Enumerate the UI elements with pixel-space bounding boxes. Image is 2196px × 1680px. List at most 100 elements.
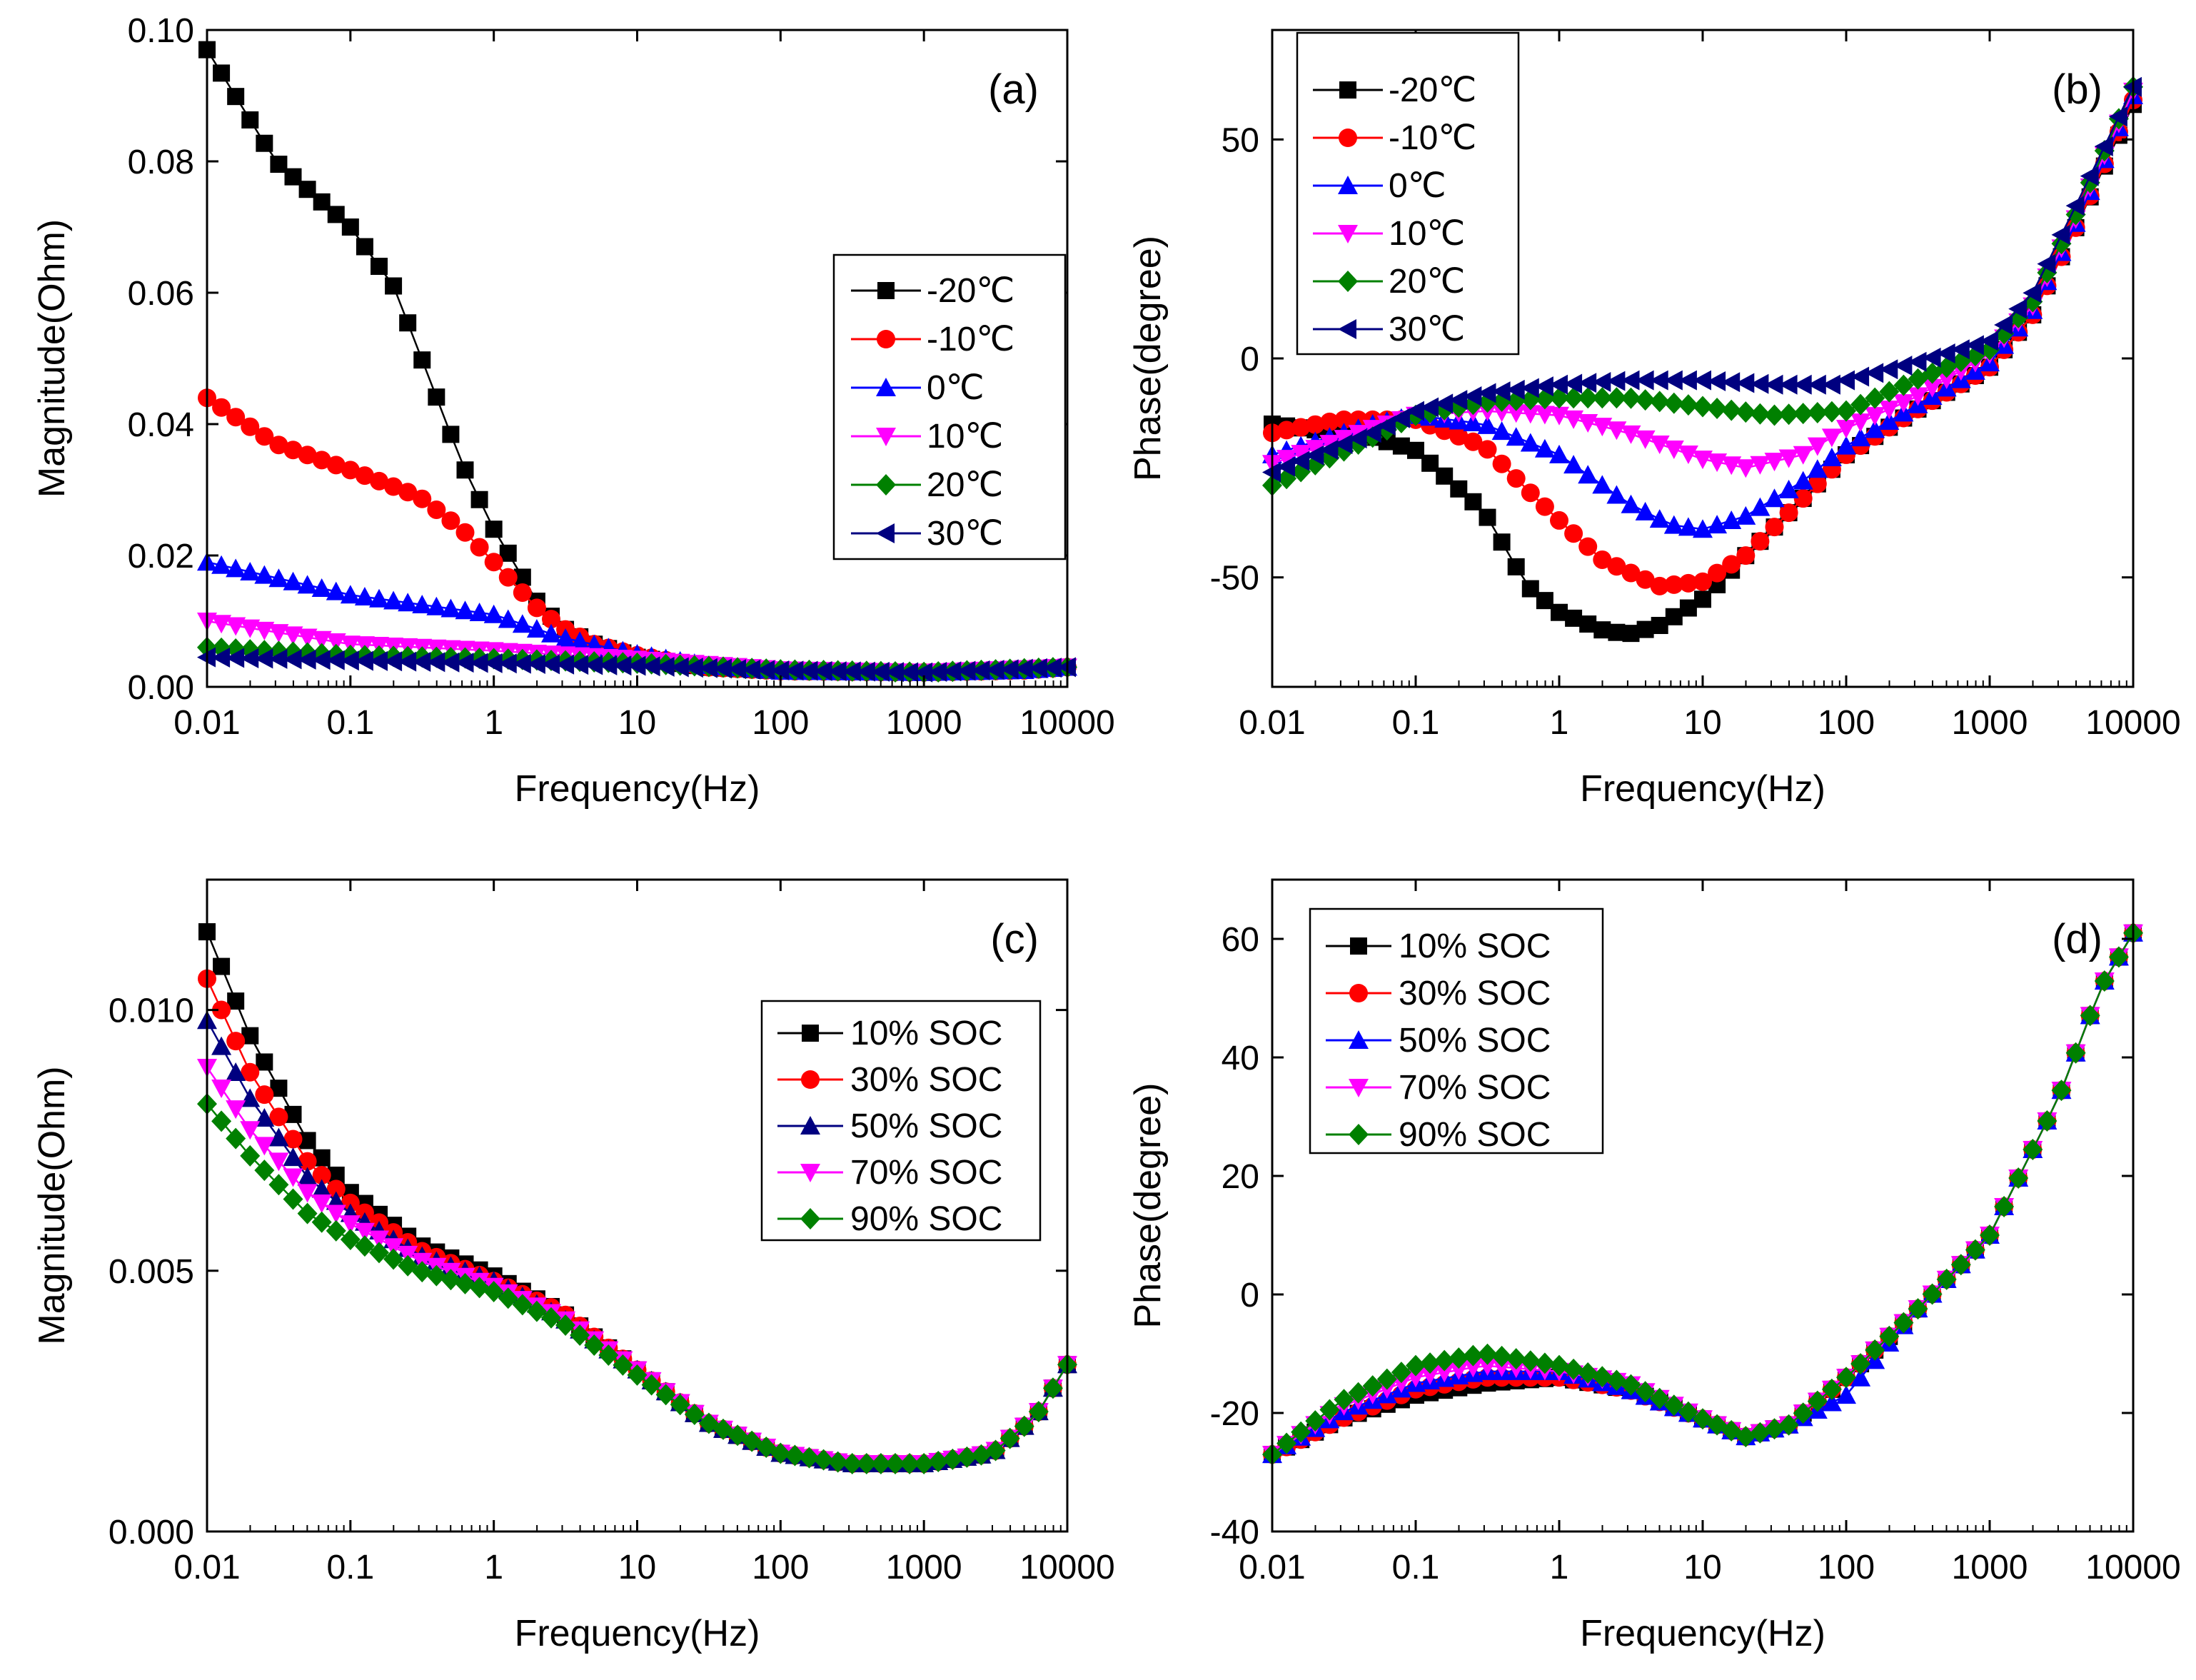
data-point — [385, 277, 403, 295]
legend-label: 0℃ — [927, 369, 984, 407]
data-point — [241, 417, 260, 436]
data-point — [512, 653, 531, 674]
data-point — [1606, 421, 1627, 441]
x-tick-label: 1 — [1550, 704, 1569, 742]
data-point — [1679, 599, 1697, 617]
data-point — [269, 436, 288, 455]
x-tick-label: 0.01 — [173, 704, 240, 742]
data-point — [1563, 373, 1583, 394]
data-point — [1362, 423, 1381, 443]
legend-label: 10% SOC — [1399, 927, 1551, 965]
y-tick-label: 0.04 — [128, 406, 194, 444]
data-point — [298, 1152, 317, 1171]
data-point — [2037, 253, 2056, 274]
data-point — [254, 648, 273, 669]
data-point — [1663, 440, 1684, 459]
data-point — [241, 1062, 260, 1082]
data-point — [326, 1204, 346, 1224]
data-point — [770, 1442, 791, 1464]
data-point — [297, 1167, 318, 1186]
legend-label: 70% SOC — [1399, 1069, 1551, 1107]
data-point — [1908, 1298, 1928, 1320]
series-group — [197, 923, 1077, 1475]
data-point — [283, 1188, 303, 1210]
data-point — [928, 1450, 949, 1472]
data-point — [1879, 381, 1900, 403]
data-point — [1334, 410, 1354, 429]
data-point — [541, 1307, 561, 1329]
data-point — [1535, 497, 1554, 516]
data-point — [555, 654, 575, 675]
legend-label: -20℃ — [1389, 71, 1476, 109]
data-point — [240, 1121, 261, 1140]
data-point — [570, 1324, 590, 1347]
data-point — [484, 553, 503, 572]
data-point — [327, 206, 345, 223]
legend-box — [1296, 31, 1520, 356]
data-point — [1663, 1394, 1684, 1417]
legend-item-4: 10℃ — [851, 418, 1003, 456]
data-point — [470, 491, 488, 508]
data-point — [1807, 401, 1828, 423]
data-point — [311, 1211, 332, 1233]
data-point — [311, 1179, 332, 1198]
y-axis-label: Magnitude(Ohm) — [31, 219, 73, 498]
panel-label: (b) — [2052, 66, 2102, 113]
data-point — [283, 441, 303, 460]
data-point — [241, 111, 259, 129]
legend-marker — [1338, 271, 1358, 292]
data-point — [1635, 1381, 1656, 1403]
data-point — [311, 578, 332, 597]
data-point — [1407, 441, 1424, 459]
legend-item-1: -20℃ — [1313, 71, 1476, 109]
legend-label: 0℃ — [1389, 167, 1446, 205]
data-point — [1463, 1344, 1484, 1367]
data-point — [1391, 408, 1410, 428]
data-point — [1376, 1368, 1397, 1390]
data-point — [226, 617, 246, 636]
data-point — [1707, 371, 1726, 391]
data-point — [1950, 339, 1970, 360]
data-point — [283, 626, 303, 645]
x-tick-label: 1000 — [886, 704, 962, 742]
data-point — [1678, 446, 1698, 465]
legend-item-5: 90% SOC — [777, 1200, 1002, 1238]
data-point — [512, 614, 533, 633]
data-point — [240, 562, 261, 580]
data-point — [1491, 1358, 1512, 1377]
data-point — [1736, 459, 1756, 478]
legend-label: -10℃ — [927, 321, 1014, 358]
data-point — [240, 1088, 261, 1107]
data-point — [526, 653, 545, 674]
data-point — [412, 1261, 433, 1283]
data-point — [1893, 356, 1913, 376]
data-point — [240, 648, 259, 668]
data-point — [326, 456, 346, 475]
legend: 10% SOC 30% SOC 50% SOC 70% SOC 90% SOC — [760, 1000, 1042, 1242]
data-point — [827, 661, 847, 682]
data-point — [870, 1453, 891, 1475]
data-point — [1042, 658, 1062, 678]
data-point — [1550, 510, 1568, 530]
data-point — [311, 1194, 332, 1213]
data-point — [398, 593, 418, 612]
data-point — [455, 653, 474, 673]
legend-item-6: 30℃ — [1313, 311, 1465, 348]
data-point — [226, 648, 245, 668]
data-point — [856, 661, 875, 682]
data-point — [1694, 590, 1711, 608]
data-point — [469, 653, 488, 673]
data-point — [1750, 497, 1771, 516]
data-point — [1693, 396, 1713, 418]
data-point — [1477, 415, 1498, 434]
data-point — [555, 628, 576, 648]
data-point — [1750, 456, 1771, 475]
data-point — [1622, 625, 1640, 643]
data-point — [900, 662, 919, 683]
x-tick-label: 1000 — [886, 1549, 962, 1586]
data-point — [2108, 946, 2129, 968]
y-tick-label: 0.005 — [109, 1253, 194, 1291]
data-point — [498, 1287, 518, 1309]
data-point — [426, 596, 447, 615]
data-point — [1778, 1414, 1799, 1436]
